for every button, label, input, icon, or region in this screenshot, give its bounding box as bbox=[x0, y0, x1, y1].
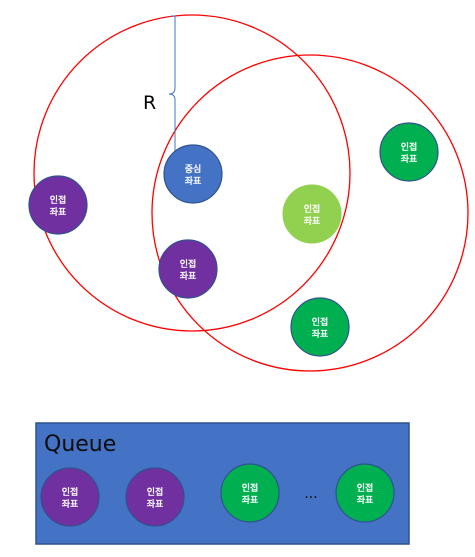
node-label-1: 인접 bbox=[312, 316, 329, 328]
queue-title: Queue bbox=[44, 432, 116, 457]
queue-item-4: 인접 좌표 bbox=[335, 463, 395, 523]
node-label-1: 인접 bbox=[180, 258, 197, 270]
node-label-2: 좌표 bbox=[312, 328, 329, 340]
node-label-1: 인접 bbox=[242, 482, 259, 494]
queue-item-1: 인접 좌표 bbox=[40, 467, 100, 527]
neighbor-node-green-top-right: 인접 좌표 bbox=[379, 122, 439, 182]
queue-item-2: 인접 좌표 bbox=[125, 467, 185, 527]
neighbor-node-purple-left: 인접 좌표 bbox=[28, 175, 88, 235]
node-label-2: 좌표 bbox=[357, 494, 374, 506]
radius-bracket bbox=[168, 15, 176, 171]
center-node-label-1: 중심 bbox=[185, 163, 202, 175]
node-label-1: 인접 bbox=[304, 203, 321, 215]
node-label-2: 좌표 bbox=[62, 498, 79, 510]
node-label-1: 인접 bbox=[50, 194, 67, 206]
node-label-1: 인접 bbox=[62, 486, 79, 498]
queue-item-3: 인접 좌표 bbox=[220, 463, 280, 523]
range-circle-right bbox=[151, 54, 469, 372]
node-label-2: 좌표 bbox=[50, 206, 67, 218]
range-circle-left bbox=[33, 14, 351, 332]
node-label-2: 좌표 bbox=[180, 270, 197, 282]
node-label-2: 좌표 bbox=[147, 498, 164, 510]
neighbor-node-green-bottom: 인접 좌표 bbox=[290, 297, 350, 357]
queue-ellipsis: ... bbox=[304, 486, 317, 502]
node-label-2: 좌표 bbox=[304, 215, 321, 227]
center-node-label-2: 좌표 bbox=[185, 175, 202, 187]
node-label-1: 인접 bbox=[147, 486, 164, 498]
node-label-1: 인접 bbox=[401, 141, 418, 153]
node-label-2: 좌표 bbox=[401, 153, 418, 165]
neighbor-node-purple-middle: 인접 좌표 bbox=[158, 239, 218, 299]
node-label-2: 좌표 bbox=[242, 494, 259, 506]
radius-label: R bbox=[143, 92, 156, 114]
queue-box: Queue 인접 좌표 인접 좌표 인접 좌표 ... 인접 좌표 bbox=[35, 422, 410, 545]
neighbor-node-light-green: 인접 좌표 bbox=[282, 184, 342, 244]
center-node: 중심 좌표 bbox=[163, 144, 223, 204]
node-label-1: 인접 bbox=[357, 482, 374, 494]
